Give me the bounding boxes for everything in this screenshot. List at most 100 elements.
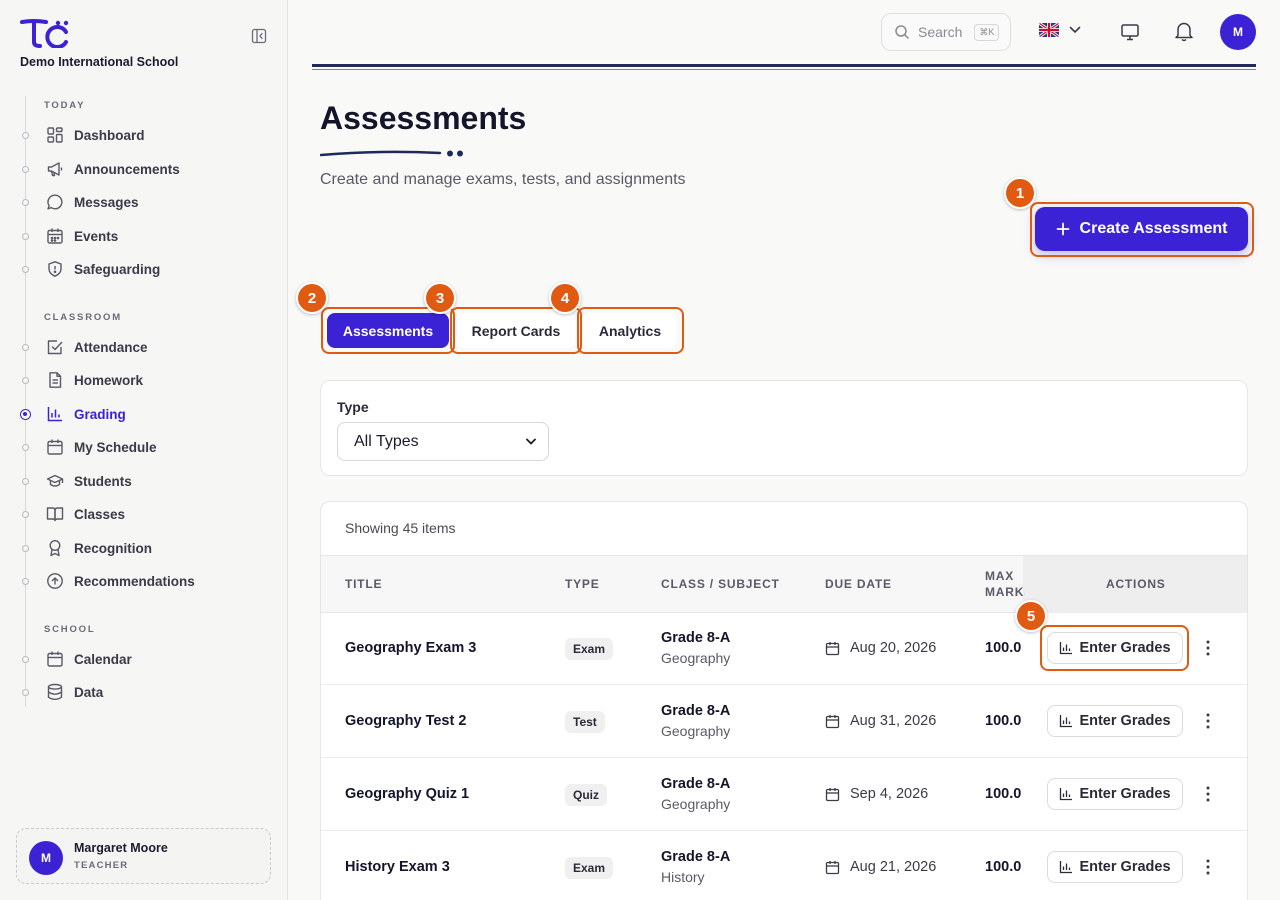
sidebar-item-my-schedule[interactable]: My Schedule <box>46 436 157 458</box>
column-header-type: TYPE <box>565 577 600 591</box>
book-icon <box>46 507 64 522</box>
language-selector[interactable] <box>1039 23 1081 37</box>
type-badge: Exam <box>565 638 614 660</box>
calendar-icon <box>825 641 840 655</box>
more-options-icon[interactable] <box>1199 711 1217 731</box>
monitor-icon[interactable] <box>1119 21 1141 43</box>
page-title: Assessments <box>320 100 527 136</box>
search-input[interactable]: Search ⌘K <box>881 13 1011 51</box>
enter-grades-label: Enter Grades <box>1079 859 1171 875</box>
sidebar-item-label: Announcements <box>74 161 180 177</box>
calendar-icon <box>825 860 840 874</box>
step-badge-5: 5 <box>1015 600 1047 632</box>
sidebar-item-label: Homework <box>74 372 144 388</box>
table-row: History Exam 3 Exam Grade 8-A History Au… <box>321 831 1247 900</box>
max-marks: 100.0 <box>985 713 1022 729</box>
type-filter-select[interactable]: All Types <box>337 422 549 461</box>
calendar-icon <box>825 787 840 801</box>
collapse-sidebar-icon[interactable] <box>251 28 267 44</box>
enter-grades-button[interactable]: Enter Grades <box>1047 778 1183 810</box>
bar-chart-icon <box>47 407 62 422</box>
sidebar-item-safeguarding[interactable]: Safeguarding <box>46 258 160 280</box>
create-assessment-label: Create Assessment <box>1079 220 1228 237</box>
create-assessment-button[interactable]: Create Assessment <box>1035 207 1248 251</box>
sidebar-item-label: Calendar <box>74 651 132 667</box>
shield-icon <box>48 261 62 277</box>
step-badge-4: 4 <box>549 282 581 314</box>
sidebar-item-students[interactable]: Students <box>46 470 132 492</box>
column-header-title: TITLE <box>345 577 383 591</box>
document-icon <box>49 372 62 388</box>
sidebar-item-grading[interactable]: Grading <box>46 403 126 425</box>
enter-grades-button[interactable]: Enter Grades <box>1047 705 1183 737</box>
items-count: Showing 45 items <box>345 520 456 536</box>
user-name: Margaret Moore <box>74 841 168 855</box>
enter-grades-label: Enter Grades <box>1079 786 1171 802</box>
bell-icon[interactable] <box>1173 20 1195 42</box>
sidebar-item-label: Recognition <box>74 540 152 556</box>
actions-header-bg <box>1023 556 1247 613</box>
grid-icon <box>47 127 63 143</box>
calendar-icon <box>47 651 63 667</box>
assessments-table: Showing 45 items TITLE TYPE CLASS / SUBJ… <box>320 501 1248 900</box>
section-label-today: TODAY <box>44 100 86 111</box>
tab-analytics[interactable]: Analytics <box>583 313 677 348</box>
class-name: Grade 8-A <box>661 630 731 646</box>
plus-icon <box>1056 222 1069 236</box>
assessment-title: Geography Quiz 1 <box>345 786 470 802</box>
user-card[interactable]: M Margaret Moore TEACHER <box>16 828 271 884</box>
page-subtitle: Create and manage exams, tests, and assi… <box>320 171 686 188</box>
step-badge-1: 1 <box>1004 177 1036 209</box>
user-avatar: M <box>29 841 63 875</box>
due-date-text: Aug 31, 2026 <box>850 713 937 729</box>
nav-dot <box>22 545 29 552</box>
enter-grades-button[interactable]: Enter Grades <box>1047 632 1183 664</box>
type-badge: Test <box>565 711 605 733</box>
award-icon <box>49 539 61 557</box>
nav-dot <box>22 377 29 384</box>
sidebar-item-announcements[interactable]: Announcements <box>46 158 180 180</box>
sidebar-item-attendance[interactable]: Attendance <box>46 336 148 358</box>
more-options-icon[interactable] <box>1199 857 1217 877</box>
profile-avatar[interactable]: M <box>1220 14 1256 50</box>
nav-dot-active <box>20 409 31 420</box>
nav-dot <box>22 199 29 206</box>
sidebar-item-label: Dashboard <box>74 127 145 143</box>
search-shortcut: ⌘K <box>974 23 1000 41</box>
table-row: Geography Test 2 Test Grade 8-A Geograph… <box>321 685 1247 758</box>
sidebar-item-homework[interactable]: Homework <box>46 369 143 391</box>
sidebar-item-messages[interactable]: Messages <box>46 191 139 213</box>
sidebar-item-recognition[interactable]: Recognition <box>46 537 152 559</box>
tab-assessments[interactable]: Assessments <box>327 313 449 348</box>
assessment-title: Geography Exam 3 <box>345 640 477 656</box>
sidebar-item-recommendations[interactable]: Recommendations <box>46 570 195 592</box>
sidebar-item-label: Data <box>74 684 104 700</box>
type-badge: Exam <box>565 857 614 879</box>
bar-chart-icon <box>1060 715 1073 728</box>
sidebar-item-dashboard[interactable]: Dashboard <box>46 124 145 146</box>
enter-grades-label: Enter Grades <box>1079 640 1171 656</box>
sidebar-item-label: My Schedule <box>74 439 157 455</box>
more-options-icon[interactable] <box>1199 638 1217 658</box>
assessment-title: Geography Test 2 <box>345 713 467 729</box>
uk-flag-icon <box>1039 23 1059 37</box>
step-badge-3: 3 <box>424 282 456 314</box>
chevron-down-icon <box>526 438 536 445</box>
max-marks: 100.0 <box>985 786 1022 802</box>
megaphone-icon <box>47 162 63 177</box>
nav-dot <box>22 266 29 273</box>
subject-name: Geography <box>661 796 731 812</box>
more-options-icon[interactable] <box>1199 784 1217 804</box>
column-header-actions: ACTIONS <box>1106 577 1166 591</box>
sidebar-item-events[interactable]: Events <box>46 225 118 247</box>
nav-dot <box>22 578 29 585</box>
tab-report-cards[interactable]: Report Cards <box>456 313 576 348</box>
enter-grades-button[interactable]: Enter Grades <box>1047 851 1183 883</box>
sidebar-item-classes[interactable]: Classes <box>46 503 125 525</box>
sidebar-item-calendar[interactable]: Calendar <box>46 648 132 670</box>
due-date: Aug 20, 2026 <box>825 640 936 656</box>
calendar-icon <box>47 439 63 455</box>
nav-dot <box>22 444 29 451</box>
user-role: TEACHER <box>74 860 129 871</box>
sidebar-item-data[interactable]: Data <box>46 681 103 703</box>
